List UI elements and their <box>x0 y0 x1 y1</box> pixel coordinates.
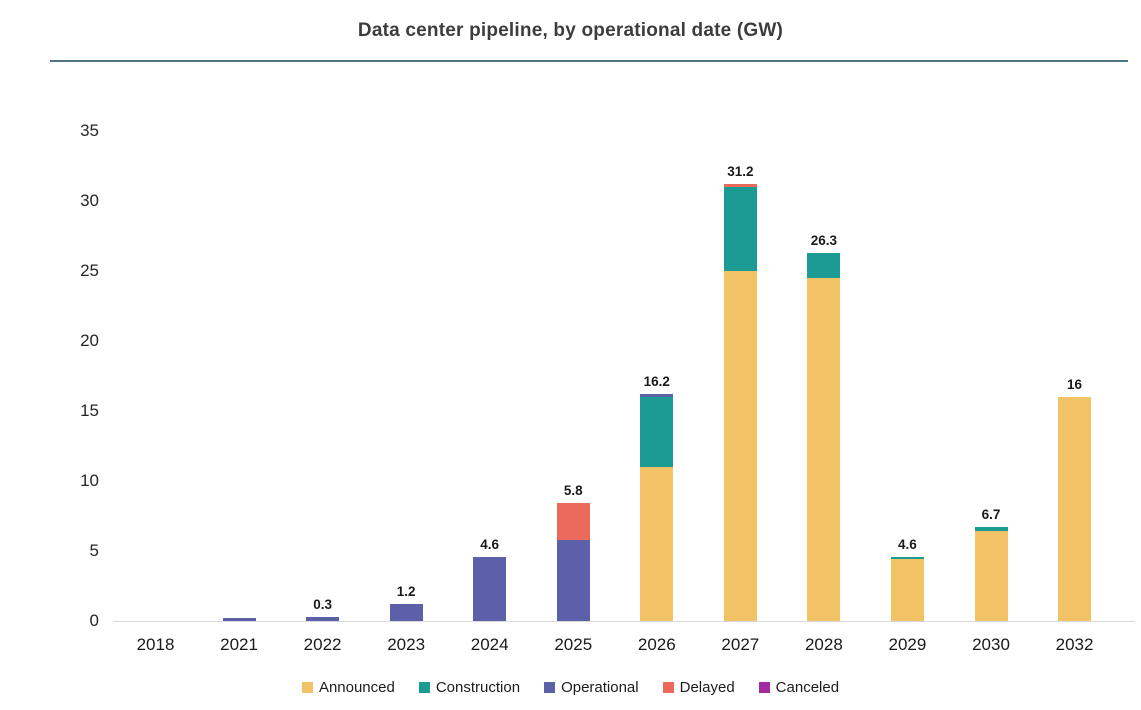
y-tick-label: 5 <box>89 541 99 560</box>
bar-segment-2026-construction <box>640 397 674 467</box>
x-tick-label: 2023 <box>387 635 426 654</box>
x-tick-label: 2018 <box>136 635 175 654</box>
bar-value-label: 16.2 <box>643 374 670 390</box>
title-underline <box>50 60 1128 62</box>
legend-swatch-icon <box>544 681 556 693</box>
legend-label: Canceled <box>775 678 840 696</box>
legend-swatch-icon <box>662 681 674 693</box>
bar-segment-2021-operational <box>222 618 256 621</box>
x-tick-label: 2032 <box>1055 635 1094 654</box>
bar-segment-2027-construction <box>723 187 757 271</box>
bar-value-label: 26.3 <box>810 232 838 248</box>
bar-segment-2023-operational <box>389 604 423 621</box>
y-tick-label: 0 <box>89 611 99 630</box>
bar-segment-2027-announced <box>723 271 757 621</box>
legend-swatch-icon <box>758 681 770 693</box>
chart-legend: Announced Construction Operational Delayed C… <box>0 675 1141 699</box>
x-tick-label: 2022 <box>303 635 342 654</box>
bar-segment-2029-construction <box>890 556 924 560</box>
bar-value-label: 6.7 <box>981 507 1001 523</box>
bar-value-label: 5.8 <box>563 483 583 499</box>
bar-value-label: 16 <box>1067 377 1083 392</box>
x-axis-baseline <box>113 621 1135 622</box>
x-tick-label: 2027 <box>721 635 760 654</box>
bar-segment-2025-operational <box>556 539 590 621</box>
bar-segment-2027-delayed <box>723 184 757 187</box>
bar-value-label: 0.3 <box>313 596 332 612</box>
legend-swatch-icon <box>418 681 430 693</box>
chart-title: Data center pipeline, by operational dat… <box>357 20 784 41</box>
x-tick-label: 2030 <box>972 635 1010 654</box>
x-tick-label: 2021 <box>220 635 258 654</box>
legend-item-announced: Announced <box>301 678 395 696</box>
bar-segment-2030-announced <box>974 531 1008 621</box>
legend-item-construction: Construction <box>418 678 521 696</box>
bar-segment-2026-operational <box>640 394 674 397</box>
legend-item-canceled: Canceled <box>758 678 840 696</box>
legend-label: Delayed <box>679 678 735 696</box>
bar-segment-2022-operational <box>306 616 340 621</box>
bar-value-label: 4.6 <box>480 536 500 552</box>
bar-value-label: 31.2 <box>727 164 754 180</box>
y-tick-label: 25 <box>80 261 99 280</box>
x-tick-label: 2025 <box>554 635 593 654</box>
x-tick-label: 2028 <box>804 635 843 654</box>
y-tick-label: 20 <box>80 331 99 350</box>
legend-label: Operational <box>561 678 639 696</box>
y-tick-label: 15 <box>80 401 99 420</box>
bar-segment-2024-operational <box>473 556 507 621</box>
legend-item-operational: Operational <box>544 679 639 696</box>
bar-value-label: 4.6 <box>898 536 917 552</box>
y-tick-label: 10 <box>80 471 99 490</box>
legend-item-delayed: Delayed <box>662 678 735 696</box>
bar-segment-2028-announced <box>807 278 841 621</box>
bar-segment-2025-delayed <box>556 503 590 540</box>
legend-swatch-icon <box>301 681 313 693</box>
x-tick-label: 2024 <box>470 635 509 654</box>
bar-segment-2026-announced <box>640 467 674 621</box>
y-tick-label: 30 <box>80 191 99 210</box>
legend-label: Announced <box>318 678 395 696</box>
bar-segment-2030-construction <box>974 527 1008 532</box>
legend-label: Construction <box>435 678 521 696</box>
bar-segment-2032-announced <box>1058 397 1092 621</box>
x-tick-label: 2026 <box>637 635 676 654</box>
y-tick-label: 35 <box>80 121 99 140</box>
bar-segment-2028-construction <box>807 252 841 278</box>
bar-value-label: 1.2 <box>396 584 416 600</box>
x-tick-label: 2029 <box>888 635 927 654</box>
bar-segment-2029-announced <box>890 559 924 621</box>
